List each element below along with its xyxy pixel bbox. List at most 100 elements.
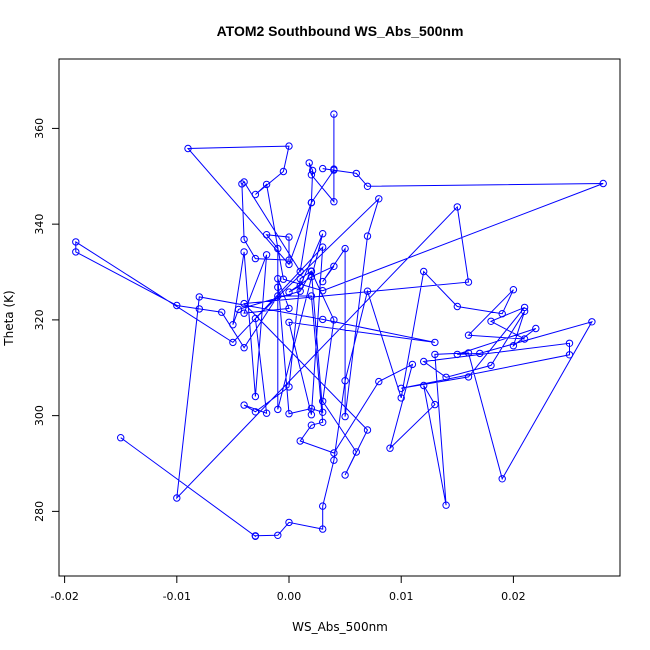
data-point: [375, 377, 383, 386]
data-point: [262, 180, 271, 189]
data-point: [487, 361, 495, 370]
data-point: [464, 373, 473, 381]
data-point: [117, 434, 125, 442]
data-point: [285, 256, 293, 264]
data-point: [431, 350, 439, 359]
data-point: [72, 238, 80, 246]
data-point: [442, 373, 450, 381]
data-point: [274, 275, 282, 283]
data-point: [464, 349, 473, 357]
data-point: [341, 244, 349, 253]
data-point: [251, 392, 260, 401]
chart-title: ATOM2 Southbound WS_Abs_500nm: [217, 23, 464, 39]
data-point: [375, 195, 383, 203]
data-point: [532, 324, 540, 333]
x-axis-label: WS_Abs_500nm: [292, 620, 388, 634]
data-point: [251, 408, 260, 416]
data-point: [363, 232, 372, 240]
data-point: [498, 310, 506, 318]
data-point: [319, 243, 327, 251]
y-tick-label: 360: [33, 118, 46, 139]
y-tick-label: 300: [33, 405, 46, 426]
data-point: [240, 299, 248, 308]
data-point: [308, 166, 317, 175]
data-point: [420, 357, 428, 366]
x-tick-label: 0.00: [277, 590, 302, 603]
data-point: [307, 273, 316, 281]
x-tick-label: 0.02: [501, 590, 526, 603]
data-point: [565, 339, 574, 347]
data-point: [319, 397, 327, 405]
data-point: [240, 401, 248, 409]
data-point: [307, 267, 316, 276]
data-point: [319, 418, 327, 426]
data-point: [319, 525, 327, 533]
data-point: [274, 244, 282, 253]
data-point: [397, 384, 405, 392]
data-point: [173, 301, 181, 310]
data-point: [251, 190, 260, 199]
data-point: [307, 198, 316, 207]
data-point: [588, 318, 596, 326]
data-point: [363, 182, 372, 191]
data-point: [420, 267, 428, 276]
data-point: [229, 338, 237, 347]
data-point: [341, 471, 349, 479]
data-point: [251, 532, 260, 540]
data-point: [218, 308, 226, 316]
data-point: [240, 235, 248, 244]
data-point: [599, 179, 607, 188]
y-tick-label: 340: [33, 214, 46, 235]
data-point: [386, 444, 394, 452]
data-point: [274, 405, 282, 414]
data-point: [240, 309, 248, 317]
data-point: [520, 303, 529, 312]
data-point: [330, 316, 338, 324]
data-point: [319, 408, 327, 416]
data-point: [319, 315, 327, 324]
data-point: [195, 305, 204, 313]
x-tick-label: 0.01: [389, 590, 414, 603]
data-point: [330, 110, 338, 118]
data-point: [453, 350, 461, 359]
data-point: [442, 501, 450, 509]
data-point: [251, 254, 260, 263]
data-point: [251, 314, 260, 323]
data-point: [352, 448, 360, 456]
data-point: [341, 412, 349, 421]
data-point: [285, 410, 293, 418]
data-point: [305, 159, 313, 167]
data-point: [487, 317, 495, 325]
data-point: [319, 230, 327, 238]
data-point: [431, 338, 439, 347]
data-point: [296, 275, 304, 283]
plot-frame: [58, 58, 621, 577]
data-point: [397, 394, 405, 402]
data-point: [319, 164, 327, 173]
data-point: [234, 305, 243, 314]
data-point: [319, 277, 327, 286]
data-point: [420, 381, 428, 390]
data-point: [296, 267, 304, 276]
data-point: [184, 144, 192, 153]
data-point: [285, 383, 293, 391]
data-point: [285, 304, 293, 313]
data-point: [262, 251, 271, 259]
data-point: [520, 335, 529, 343]
data-point: [509, 286, 518, 294]
data-point: [285, 260, 293, 269]
data-point: [262, 409, 271, 417]
data-point: [307, 292, 316, 300]
x-axis: -0.02 -0.01 0.00 0.01 0.02: [50, 575, 526, 603]
data-point: [464, 278, 473, 286]
data-point: [173, 494, 181, 502]
data-point: [330, 456, 338, 464]
data-point: [453, 302, 461, 311]
data-point: [240, 344, 248, 352]
data-point: [408, 360, 417, 369]
data-point: [195, 293, 204, 301]
data-point: [285, 142, 293, 150]
data-point: [238, 180, 246, 188]
data-point: [476, 349, 484, 358]
